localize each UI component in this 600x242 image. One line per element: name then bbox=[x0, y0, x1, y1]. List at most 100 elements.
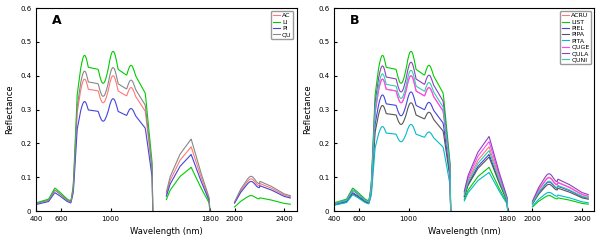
LI bbox=[54, 189, 61, 192]
Line: QUGE: QUGE bbox=[334, 76, 451, 211]
QU bbox=[37, 201, 44, 204]
QULA bbox=[442, 121, 449, 123]
QU bbox=[54, 191, 61, 194]
LIST bbox=[352, 189, 359, 192]
ACRU bbox=[362, 199, 369, 202]
QU bbox=[40, 200, 47, 203]
AC bbox=[40, 200, 47, 203]
PI bbox=[54, 193, 61, 196]
Y-axis label: Reflectance: Reflectance bbox=[5, 85, 14, 134]
ACRU bbox=[442, 129, 449, 131]
QUGE bbox=[447, 210, 454, 212]
PIEL bbox=[331, 203, 338, 206]
QULA bbox=[407, 61, 415, 64]
PIPA bbox=[352, 194, 359, 197]
Line: PI: PI bbox=[36, 99, 153, 211]
PITA bbox=[335, 203, 343, 206]
PITA bbox=[338, 202, 345, 205]
QULA bbox=[362, 199, 369, 202]
PIPA bbox=[407, 101, 415, 104]
AC bbox=[32, 202, 40, 205]
QUNI bbox=[331, 202, 338, 205]
PIEL bbox=[352, 193, 359, 196]
ACRU bbox=[447, 210, 454, 212]
PITA bbox=[437, 144, 445, 147]
PIPA bbox=[362, 201, 369, 204]
QUNI bbox=[442, 125, 449, 128]
PITA bbox=[442, 158, 449, 161]
QUGE bbox=[338, 200, 345, 203]
PIEL bbox=[437, 119, 445, 122]
PIEL bbox=[447, 210, 454, 212]
QULA bbox=[447, 210, 454, 212]
PI bbox=[32, 203, 40, 206]
QUNI bbox=[338, 200, 345, 203]
QU bbox=[109, 66, 116, 69]
AC bbox=[54, 191, 61, 194]
Line: PITA: PITA bbox=[334, 124, 451, 211]
Legend: AC, LI, PI, QU: AC, LI, PI, QU bbox=[271, 11, 293, 39]
QUGE bbox=[437, 107, 445, 110]
QUNI bbox=[362, 199, 369, 202]
QUGE bbox=[335, 201, 343, 204]
QUNI bbox=[335, 201, 343, 204]
LI bbox=[37, 200, 44, 203]
LI bbox=[40, 199, 47, 202]
LI bbox=[32, 201, 40, 204]
PIEL bbox=[362, 200, 369, 203]
LIST bbox=[442, 114, 449, 117]
Line: QU: QU bbox=[36, 68, 153, 211]
AC bbox=[140, 107, 147, 110]
QUGE bbox=[362, 199, 369, 202]
Line: PIPA: PIPA bbox=[334, 103, 451, 211]
PITA bbox=[352, 195, 359, 198]
ACRU bbox=[335, 201, 343, 204]
PI bbox=[109, 97, 116, 100]
PITA bbox=[362, 201, 369, 204]
PIEL bbox=[442, 138, 449, 141]
LIST bbox=[331, 201, 338, 204]
ACRU bbox=[338, 200, 345, 203]
LIST bbox=[338, 199, 345, 202]
QUGE bbox=[407, 74, 415, 77]
PITA bbox=[331, 204, 338, 207]
AC bbox=[144, 129, 151, 131]
AC bbox=[64, 199, 71, 202]
LIST bbox=[407, 50, 415, 53]
QULA bbox=[331, 202, 338, 205]
ACRU bbox=[407, 74, 415, 77]
QU bbox=[140, 101, 147, 104]
PITA bbox=[407, 123, 415, 126]
QUNI bbox=[447, 210, 454, 212]
Line: AC: AC bbox=[36, 76, 153, 211]
AC bbox=[109, 74, 116, 77]
Line: ACRU: ACRU bbox=[334, 76, 451, 211]
QULA bbox=[338, 200, 345, 203]
PIPA bbox=[338, 202, 345, 205]
LIST bbox=[362, 198, 369, 201]
QULA bbox=[437, 97, 445, 99]
AC bbox=[37, 201, 44, 204]
PI bbox=[64, 200, 71, 203]
QUGE bbox=[442, 129, 449, 131]
PI bbox=[140, 124, 147, 127]
QUNI bbox=[352, 191, 359, 194]
PIEL bbox=[338, 201, 345, 204]
QULA bbox=[352, 191, 359, 194]
LI bbox=[64, 198, 71, 201]
QUNI bbox=[407, 69, 415, 72]
PI bbox=[40, 201, 47, 204]
ACRU bbox=[352, 191, 359, 194]
Y-axis label: Reflectance: Reflectance bbox=[304, 85, 313, 134]
QU bbox=[32, 202, 40, 205]
Line: LIST: LIST bbox=[334, 51, 451, 211]
QUNI bbox=[437, 103, 445, 106]
Legend: ACRU, LIST, PIEL, PIPA, PITA, QUGE, QULA, QUNI: ACRU, LIST, PIEL, PIPA, PITA, QUGE, QULA… bbox=[560, 11, 592, 65]
LI bbox=[140, 88, 147, 91]
X-axis label: Wavelength (nm): Wavelength (nm) bbox=[428, 227, 500, 236]
ACRU bbox=[331, 202, 338, 205]
Line: QUNI: QUNI bbox=[334, 70, 451, 211]
PIPA bbox=[447, 210, 454, 212]
AC bbox=[149, 210, 157, 212]
PI bbox=[149, 210, 157, 212]
